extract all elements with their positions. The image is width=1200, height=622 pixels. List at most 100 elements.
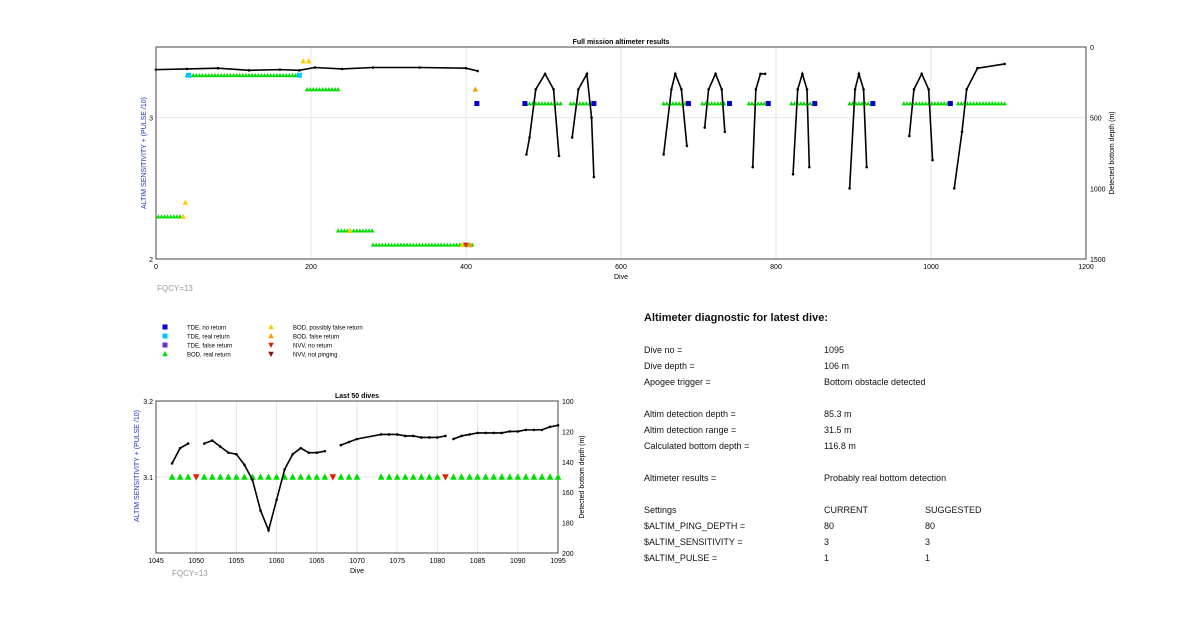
- mark-bod-real-return: [980, 101, 986, 106]
- mark-nvv-no-return: [192, 474, 200, 481]
- mark-bod-real-return: [439, 242, 444, 247]
- legend-label: BOD, possibly false return: [293, 326, 363, 332]
- depth-line: [571, 71, 595, 178]
- depth-point: [283, 468, 286, 471]
- mark-bod-real-return: [418, 473, 425, 480]
- depth-point: [251, 478, 254, 482]
- depth-point: [759, 72, 762, 76]
- mark-bod-real-return: [320, 87, 325, 92]
- mark-bod-real-return: [373, 242, 379, 247]
- mark-bod-real-return: [789, 101, 794, 106]
- y-right-tick-label: 1000: [1090, 186, 1106, 193]
- depth-line: [453, 424, 559, 440]
- mark-tde-no-return: [591, 101, 597, 107]
- depth-point: [534, 88, 538, 91]
- mark-bod-real-return: [759, 101, 764, 106]
- mark-bod-real-return: [990, 101, 995, 106]
- mark-bod-possibly-false-return: [180, 213, 186, 219]
- mark-bod-real-return: [393, 473, 401, 480]
- depth-point: [552, 88, 555, 91]
- main-marks: [154, 58, 1007, 248]
- last50-marks: [168, 424, 562, 533]
- depth-point: [528, 136, 531, 139]
- depth-point: [411, 434, 415, 438]
- mark-bod-real-return: [801, 101, 807, 106]
- depth-point: [418, 66, 421, 69]
- last50-title: Last 50 dives: [335, 393, 379, 400]
- mark-tde-no-return: [765, 101, 771, 107]
- mark-bod-real-return: [580, 101, 586, 106]
- legend: TDE, no return TDE, real return TDE, false…: [162, 324, 363, 359]
- main-ylabel-right: Detected bottom depth (m): [1109, 111, 1116, 194]
- depth-point: [680, 88, 683, 91]
- depth-point: [313, 66, 317, 69]
- mark-bod-real-return: [442, 242, 447, 247]
- depth-point: [464, 66, 468, 70]
- mark-bod-real-return: [370, 242, 376, 247]
- depth-point: [379, 433, 383, 436]
- main-x-ticks: 0 200 400 600 800 1000 1200: [154, 264, 1094, 271]
- legend-marker: [268, 342, 274, 348]
- depth-line: [953, 63, 1005, 189]
- depth-point: [371, 66, 375, 69]
- mark-bod-real-return: [162, 214, 167, 219]
- last50-chart: 1045 1050 1055 1060 1065 1070 1075 1080 1085 1090…: [134, 393, 586, 578]
- mark-bod-real-return: [466, 473, 473, 480]
- mark-bod-real-return: [901, 101, 907, 106]
- mark-bod-real-return: [474, 473, 481, 480]
- depth-point: [543, 72, 547, 76]
- mark-tde-no-return: [870, 101, 876, 107]
- depth-line: [155, 66, 478, 72]
- mark-bod-real-return: [404, 242, 410, 247]
- depth-line: [751, 73, 766, 168]
- last50-xlabel: Dive: [350, 568, 364, 575]
- legend-label: NVV, no return: [293, 344, 332, 350]
- mark-bod-real-return: [289, 473, 296, 480]
- y-right-tick-label: 160: [562, 490, 574, 497]
- mark-bod-real-return: [321, 473, 329, 480]
- x-tick-label: 1060: [269, 558, 285, 565]
- x-tick-label: 0: [154, 264, 158, 271]
- main-plot-frame: [155, 46, 1087, 260]
- legend-marker: [162, 324, 168, 330]
- mark-bod-real-return: [203, 72, 208, 78]
- mark-bod-real-return: [409, 473, 417, 480]
- mark-bod-real-return: [904, 101, 910, 106]
- mark-bod-real-return: [700, 101, 705, 106]
- last50-ylabel-left: ALTIM SENSITIVITY + (PULSE /10): [134, 410, 141, 522]
- x-tick-label: 600: [615, 264, 627, 271]
- mark-bod-real-return: [377, 242, 382, 247]
- mark-bod-real-return: [542, 101, 548, 106]
- mark-bod-real-return: [265, 72, 270, 78]
- depth-point: [210, 439, 214, 442]
- depth-line: [171, 442, 189, 464]
- y-right-tick-label: 0: [1090, 45, 1094, 52]
- diag-row: Altimeter results = Probably real bottom …: [644, 473, 947, 483]
- depth-point: [1003, 62, 1006, 66]
- depth-point: [154, 68, 158, 71]
- depth-point: [395, 433, 399, 436]
- settings-row: $ALTIM_SENSITIVITY = 3 3: [644, 537, 931, 547]
- mark-bod-real-return: [156, 214, 161, 219]
- y-left-tick-label: 3: [149, 116, 153, 123]
- mark-bod-real-return: [246, 72, 252, 78]
- mark-bod-real-return: [545, 101, 551, 106]
- depth-point: [452, 437, 455, 441]
- mark-bod-real-return: [253, 72, 258, 78]
- mark-bod-real-return: [184, 473, 192, 480]
- mark-bod-real-return: [929, 101, 934, 106]
- diagnostic-panel: Altimeter diagnostic for latest dive: Di…: [644, 312, 1184, 566]
- main-title: Full mission altimeter results: [573, 39, 670, 46]
- mark-bod-real-return: [554, 473, 562, 480]
- mark-bod-real-return: [353, 473, 361, 480]
- mark-bod-real-return: [923, 101, 928, 106]
- mark-bod-real-return: [664, 101, 669, 106]
- depth-point: [219, 445, 222, 448]
- mark-bod-real-return: [385, 473, 393, 480]
- mark-bod-real-return: [986, 101, 992, 106]
- x-tick-label: 1045: [148, 558, 164, 565]
- mark-bod-real-return: [354, 228, 359, 233]
- mark-nvv-no-return: [442, 474, 449, 481]
- depth-line: [848, 70, 868, 189]
- depth-point: [714, 72, 717, 76]
